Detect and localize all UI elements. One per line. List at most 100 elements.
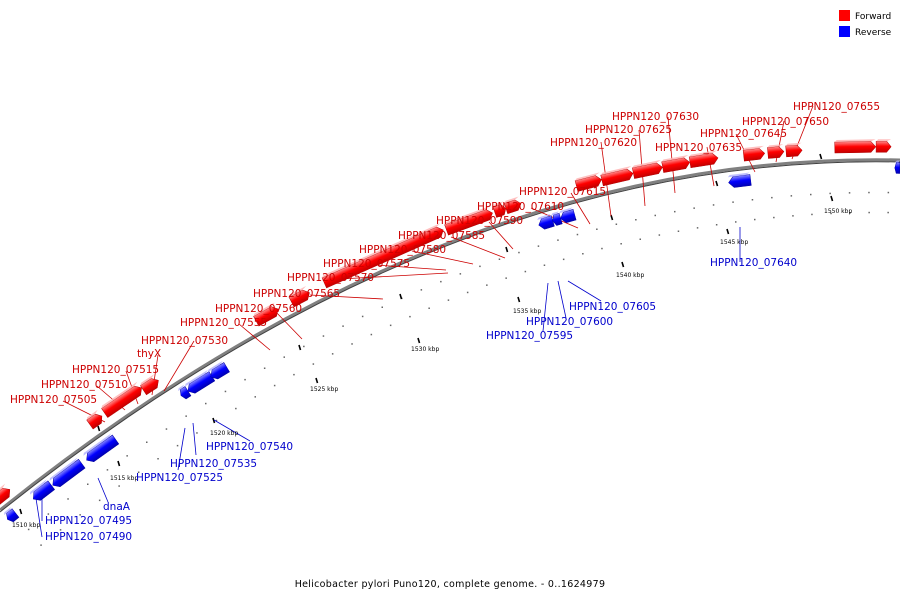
gene-label[interactable]: HPPN120_07610 bbox=[477, 201, 564, 213]
gene-label[interactable]: HPPN120_07585 bbox=[398, 230, 485, 242]
reverse-gene[interactable] bbox=[207, 360, 230, 382]
forward-gene[interactable] bbox=[0, 483, 13, 507]
gene-label[interactable]: HPPN120_07590 bbox=[436, 215, 523, 227]
minor-tick-dot bbox=[518, 251, 520, 254]
gene-label[interactable]: HPPN120_07580 bbox=[359, 244, 446, 256]
gene-shape[interactable] bbox=[767, 146, 785, 159]
reverse-gene[interactable] bbox=[537, 213, 555, 231]
gene-shape[interactable] bbox=[208, 362, 230, 381]
gene-label[interactable]: HPPN120_07595 bbox=[486, 330, 573, 342]
forward-gene[interactable] bbox=[661, 154, 691, 173]
forward-gene[interactable] bbox=[503, 196, 523, 215]
forward-gene[interactable] bbox=[631, 159, 664, 179]
gene-shape[interactable] bbox=[4, 508, 20, 524]
minor-tick-dot bbox=[658, 234, 661, 236]
gene-shape[interactable] bbox=[30, 480, 55, 504]
legend-label-forward: Forward bbox=[855, 12, 891, 22]
gene-shape[interactable] bbox=[253, 304, 281, 327]
reverse-gene[interactable] bbox=[82, 433, 120, 464]
minor-tick-dot bbox=[254, 396, 256, 398]
gene-label[interactable]: HPPN120_07640 bbox=[710, 257, 797, 269]
gene-shape[interactable] bbox=[785, 144, 803, 158]
forward-gene[interactable] bbox=[742, 145, 766, 162]
forward-gene[interactable] bbox=[139, 374, 161, 396]
forward-gene[interactable] bbox=[321, 223, 445, 289]
gene-label[interactable]: HPPN120_07510 bbox=[41, 379, 128, 391]
minor-tick-dot bbox=[40, 544, 42, 546]
reverse-gene[interactable] bbox=[29, 479, 55, 503]
gene-label[interactable]: HPPN120_07645 bbox=[700, 128, 787, 140]
gene-shape[interactable] bbox=[50, 458, 86, 489]
gene-label[interactable]: HPPN120_07615 bbox=[519, 186, 606, 198]
forward-gene[interactable] bbox=[253, 302, 281, 327]
gene-shape[interactable] bbox=[742, 148, 766, 162]
gene-label[interactable]: HPPN120_07530 bbox=[141, 335, 228, 347]
gene-label[interactable]: HPPN120_07490 bbox=[45, 531, 132, 543]
forward-gene[interactable] bbox=[834, 139, 877, 154]
gene-label[interactable]: HPPN120_07515 bbox=[72, 364, 159, 376]
gene-shape[interactable] bbox=[728, 174, 752, 188]
gene-shape[interactable] bbox=[631, 162, 663, 179]
gene-shape[interactable] bbox=[288, 288, 312, 308]
gene-label[interactable]: HPPN120_07565 bbox=[253, 288, 340, 300]
forward-gene[interactable] bbox=[100, 381, 145, 418]
gene-shape[interactable] bbox=[537, 215, 555, 231]
reverse-gene[interactable] bbox=[184, 369, 216, 396]
gene-label[interactable]: dnaA bbox=[103, 501, 131, 513]
gene-label[interactable]: HPPN120_07555 bbox=[180, 317, 267, 329]
gene-shape[interactable] bbox=[503, 198, 522, 215]
gene-shape[interactable] bbox=[875, 140, 892, 153]
gene-label[interactable]: HPPN120_07605 bbox=[569, 301, 656, 313]
gene-shape[interactable] bbox=[834, 141, 877, 154]
gene-shape[interactable] bbox=[559, 209, 577, 224]
gene-shape[interactable] bbox=[86, 412, 105, 430]
reverse-gene[interactable] bbox=[551, 211, 563, 226]
reverse-gene[interactable] bbox=[48, 457, 86, 490]
gene-label[interactable]: thyX bbox=[137, 348, 161, 360]
forward-gene[interactable] bbox=[574, 172, 603, 192]
gene-shape[interactable] bbox=[321, 225, 445, 289]
forward-gene[interactable] bbox=[785, 142, 803, 158]
gene-label[interactable]: HPPN120_07535 bbox=[170, 458, 257, 470]
label-leader-line bbox=[557, 280, 567, 319]
gene-shape[interactable] bbox=[101, 383, 145, 418]
gene-shape[interactable] bbox=[492, 203, 508, 218]
gene-label[interactable]: HPPN120_07635 bbox=[655, 142, 742, 154]
minor-tick-dot bbox=[126, 455, 128, 457]
gene-shape[interactable] bbox=[894, 162, 900, 174]
reverse-gene[interactable] bbox=[727, 172, 752, 188]
reverse-gene[interactable] bbox=[894, 160, 900, 174]
forward-gene[interactable] bbox=[767, 144, 785, 159]
gene-label[interactable]: HPPN120_07525 bbox=[136, 472, 223, 484]
minor-tick-dot bbox=[635, 219, 637, 221]
gene-shape[interactable] bbox=[551, 212, 563, 226]
gene-label[interactable]: HPPN120_07620 bbox=[550, 137, 637, 149]
forward-gene[interactable] bbox=[86, 409, 105, 430]
gene-label[interactable]: HPPN120_07600 bbox=[526, 316, 613, 328]
gene-label[interactable]: HPPN120_07650 bbox=[742, 116, 829, 128]
forward-gene[interactable] bbox=[492, 201, 508, 218]
gene-label[interactable]: HPPN120_07560 bbox=[215, 303, 302, 315]
minor-tick-dot bbox=[98, 499, 101, 502]
gene-shape[interactable] bbox=[178, 386, 192, 400]
forward-gene[interactable] bbox=[600, 165, 634, 187]
gene-shape[interactable] bbox=[661, 157, 691, 173]
reverse-gene[interactable] bbox=[3, 507, 20, 524]
gene-top-face bbox=[253, 302, 275, 317]
forward-gene[interactable] bbox=[444, 205, 494, 236]
forward-gene[interactable] bbox=[688, 150, 719, 169]
gene-label[interactable]: HPPN120_07655 bbox=[793, 101, 880, 113]
gene-shape[interactable] bbox=[185, 371, 216, 396]
gene-label[interactable]: HPPN120_07575 bbox=[323, 258, 410, 270]
forward-gene[interactable] bbox=[288, 285, 312, 308]
reverse-gene[interactable] bbox=[177, 384, 192, 400]
gene-label[interactable]: HPPN120_07495 bbox=[45, 515, 132, 527]
forward-gene[interactable] bbox=[875, 139, 892, 153]
reverse-gene[interactable] bbox=[559, 207, 577, 223]
gene-label[interactable]: HPPN120_07630 bbox=[612, 111, 699, 123]
gene-label[interactable]: HPPN120_07540 bbox=[206, 441, 293, 453]
gene-label[interactable]: HPPN120_07505 bbox=[10, 394, 97, 406]
gene-label[interactable]: HPPN120_07570 bbox=[287, 272, 374, 284]
gene-label[interactable]: HPPN120_07625 bbox=[585, 124, 672, 136]
major-tick bbox=[399, 293, 403, 300]
